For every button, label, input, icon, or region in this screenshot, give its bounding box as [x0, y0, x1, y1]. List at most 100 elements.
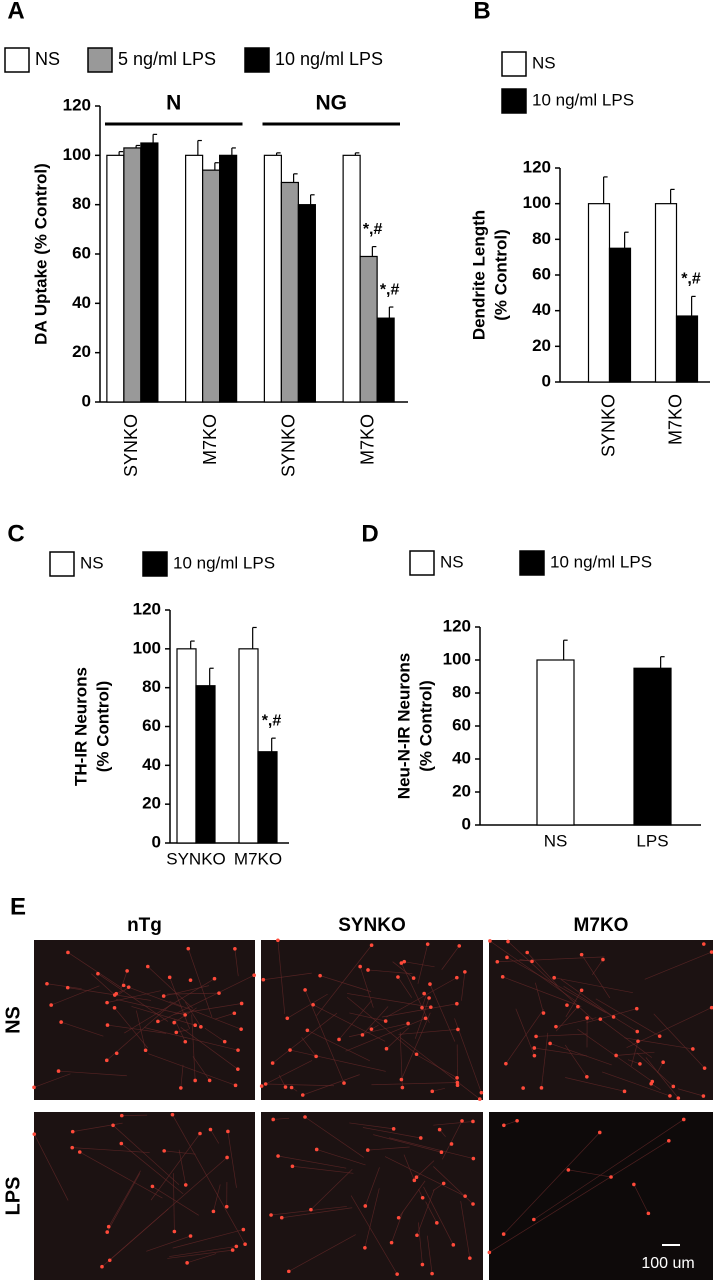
- x-tick-label: M7KO: [200, 414, 220, 465]
- neuron: [501, 1232, 506, 1236]
- neuron: [66, 950, 70, 955]
- neuron: [271, 1117, 276, 1122]
- neuron: [207, 1078, 212, 1083]
- neurite: [166, 992, 220, 995]
- neurite: [101, 1211, 165, 1267]
- neurite: [79, 1151, 163, 1199]
- neuron: [369, 1027, 374, 1031]
- neurite: [272, 1012, 338, 1064]
- neuron: [309, 1207, 313, 1212]
- neurite: [187, 948, 213, 1018]
- y-tick-label: 0: [82, 391, 91, 410]
- neurite: [180, 1064, 184, 1088]
- group-label: N: [166, 92, 181, 115]
- neurite: [227, 1131, 237, 1188]
- legend-label: NS: [80, 553, 104, 572]
- neurite: [391, 1211, 404, 1243]
- neuron: [506, 939, 510, 944]
- neuron: [676, 1096, 681, 1100]
- neurite: [414, 997, 430, 1039]
- neuron: [471, 1202, 475, 1206]
- neuron: [455, 975, 459, 980]
- neurite: [549, 1043, 612, 1066]
- neurite: [425, 1201, 438, 1223]
- neuron: [56, 1069, 61, 1073]
- panel-label: E: [10, 893, 26, 920]
- neurite: [489, 940, 577, 1002]
- neuron: [126, 985, 131, 989]
- legend-swatch: [87, 47, 113, 73]
- neurite: [320, 975, 372, 992]
- neuron: [565, 1003, 569, 1007]
- neuron: [239, 1001, 244, 1006]
- neuron: [430, 1089, 435, 1094]
- neuron: [614, 1053, 618, 1058]
- neuron: [70, 1145, 75, 1150]
- neurite: [371, 1082, 458, 1086]
- neuron: [232, 1011, 237, 1016]
- neurite: [616, 1051, 655, 1056]
- neuron: [449, 1142, 454, 1146]
- neurite: [600, 1018, 653, 1058]
- neuron: [188, 1234, 193, 1238]
- neurite: [429, 983, 456, 1042]
- legend-swatch: [519, 550, 545, 576]
- neuron: [420, 1196, 425, 1200]
- neuron: [579, 988, 584, 993]
- neurite: [172, 1114, 210, 1180]
- neurite: [526, 952, 558, 986]
- neurite: [636, 1052, 674, 1087]
- neuron: [186, 946, 191, 951]
- neuron: [701, 1094, 706, 1098]
- y-axis-label: Neu-N-IR Neurons: [394, 653, 413, 799]
- neurite: [121, 1143, 184, 1195]
- neurite: [115, 998, 186, 1016]
- legend-swatch: [501, 51, 527, 77]
- x-tick-label: LPS: [636, 831, 668, 850]
- neuron: [179, 1086, 183, 1090]
- neurite: [392, 961, 414, 979]
- neuron: [505, 955, 509, 960]
- neurite: [148, 1053, 236, 1086]
- row-label: LPS: [2, 1177, 24, 1216]
- neurite: [644, 951, 712, 980]
- neuron: [183, 1013, 187, 1017]
- neurite: [555, 1017, 597, 1028]
- neurite: [261, 1060, 313, 1087]
- neurite: [106, 1004, 172, 1061]
- neuron: [468, 1256, 472, 1260]
- column-label: SYNKO: [338, 915, 406, 936]
- neurite: [505, 1008, 545, 1064]
- bar: [185, 154, 204, 403]
- neurite: [180, 1026, 239, 1070]
- neuron: [211, 1209, 216, 1214]
- y-tick-label: 100: [63, 145, 91, 164]
- neuron: [488, 939, 492, 943]
- y-tick-label: 40: [72, 293, 91, 312]
- neuron: [208, 1127, 213, 1132]
- neuron: [657, 1034, 662, 1038]
- neurite: [640, 1198, 649, 1214]
- neuron: [430, 1271, 434, 1276]
- neurite: [277, 940, 286, 1014]
- neurite: [316, 1149, 366, 1166]
- neurite: [535, 982, 544, 1014]
- neuron: [172, 1020, 176, 1025]
- legend-swatch: [244, 47, 270, 73]
- neuron: [276, 938, 280, 943]
- legend-label: 5 ng/ml LPS: [118, 49, 216, 69]
- neurite: [214, 1012, 235, 1020]
- neuron: [601, 957, 605, 962]
- scale-label: 100 um: [641, 1255, 694, 1272]
- neuron: [193, 1023, 197, 1028]
- neuron: [167, 975, 172, 980]
- neurite: [560, 978, 614, 1018]
- neuron: [283, 1085, 288, 1089]
- neuron: [263, 1082, 268, 1086]
- neuron: [105, 1000, 109, 1005]
- neurite: [312, 1004, 386, 1042]
- neuron: [456, 1027, 460, 1032]
- micrograph-bg: [34, 940, 255, 1100]
- neurite: [503, 1183, 552, 1235]
- neurite: [506, 957, 606, 1014]
